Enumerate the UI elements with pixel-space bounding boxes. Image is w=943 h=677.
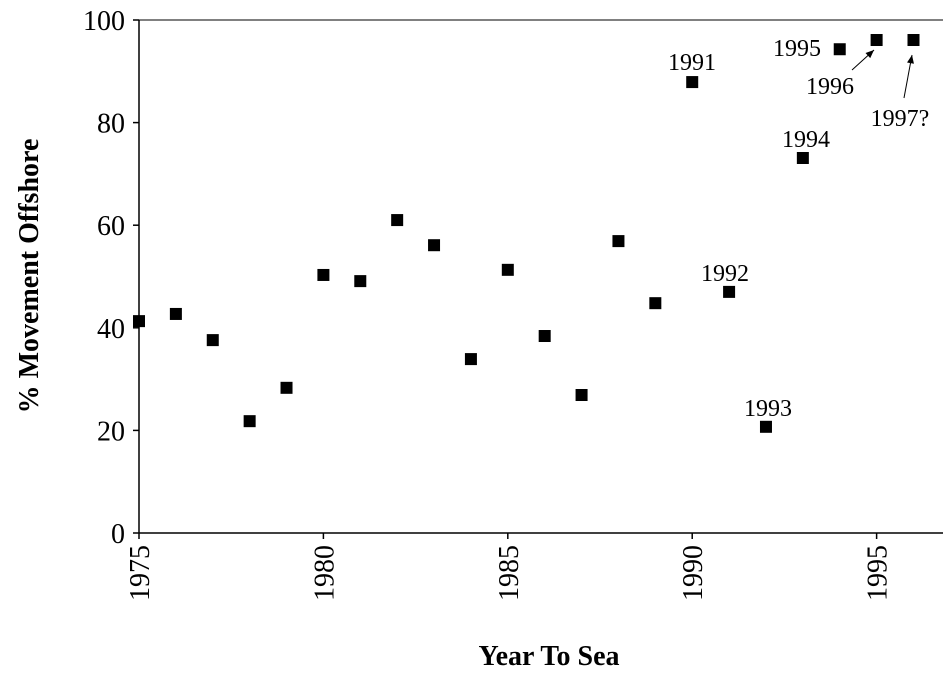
y-tick-label: 40 [97, 314, 125, 345]
y-axis-title: % Movement Offshore [14, 139, 45, 414]
annotation: 1995 [773, 36, 821, 62]
marker [612, 235, 625, 248]
marker [354, 275, 367, 288]
marker [391, 214, 404, 227]
marker [649, 297, 662, 310]
annotation: 1994 [782, 127, 830, 153]
y-tick-label: 60 [97, 211, 125, 242]
marker [686, 76, 699, 89]
marker [575, 389, 588, 402]
marker [759, 420, 772, 433]
x-axis-title: Year To Sea [478, 641, 619, 672]
x-tick-label: 1985 [494, 545, 525, 601]
marker [280, 381, 293, 394]
marker [870, 34, 883, 47]
marker [538, 330, 551, 343]
marker [169, 307, 182, 320]
marker [833, 43, 846, 56]
arrow-head [907, 55, 914, 64]
y-tick-label: 80 [97, 109, 125, 140]
marker [133, 315, 145, 328]
x-tick-label: 1975 [125, 545, 156, 601]
marker [907, 34, 920, 47]
x-tick-label: 1990 [678, 545, 709, 601]
marker [501, 263, 514, 276]
x-tick-label: 1980 [309, 545, 340, 601]
arrow-head [865, 50, 874, 59]
marker [428, 239, 441, 252]
y-tick-label: 0 [111, 519, 125, 550]
annotation: 1997? [871, 106, 930, 132]
marker [317, 268, 330, 281]
annotation: 1991 [668, 50, 716, 76]
x-tick-label: 1995 [863, 545, 894, 601]
y-tick-label: 20 [97, 416, 125, 447]
marker [243, 415, 256, 428]
annotation: 1996 [806, 74, 854, 100]
annotation: 1993 [744, 396, 792, 422]
marker [206, 334, 219, 347]
marker [464, 353, 477, 366]
marker [723, 285, 736, 298]
y-tick-label: 100 [83, 6, 125, 37]
marker [796, 151, 809, 164]
annotation: 1992 [701, 261, 749, 287]
